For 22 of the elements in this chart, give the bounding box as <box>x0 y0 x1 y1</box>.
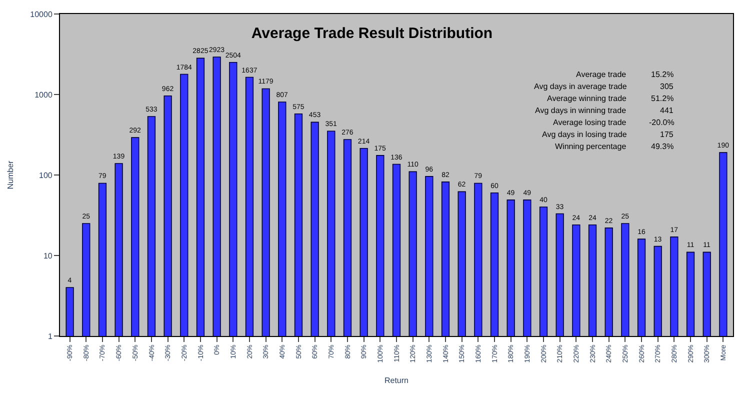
annotation: Average losing trade <box>553 118 627 127</box>
y-tick-label: 10000 <box>30 10 53 19</box>
text: Average Trade Result Distribution <box>251 25 493 42</box>
annotation: Avg days in winning trade <box>535 106 627 115</box>
annotation: 441 <box>660 106 674 115</box>
annotation: Winning percentage <box>555 142 627 151</box>
y-tick-label: 1000 <box>34 90 53 100</box>
annotation: -20.0% <box>649 118 674 127</box>
y-axis-title: Number <box>6 160 15 190</box>
annotation: Avg days in losing trade <box>542 130 628 139</box>
x-axis-title: Return <box>384 376 409 385</box>
annotation: 15.2% <box>651 70 674 79</box>
annotation: 175 <box>660 130 674 139</box>
y-tick-label: 1 <box>48 332 53 341</box>
annotation: Average trade <box>576 70 627 79</box>
y-tick-label: 100 <box>39 170 53 180</box>
annotation: Avg days in average trade <box>534 82 628 91</box>
y-tick-label: 10 <box>43 251 53 260</box>
annotation: Average winning trade <box>547 94 628 103</box>
annotation: 51.2% <box>651 94 674 103</box>
annotation: 49.3% <box>651 142 674 151</box>
annotation: 305 <box>660 82 674 91</box>
